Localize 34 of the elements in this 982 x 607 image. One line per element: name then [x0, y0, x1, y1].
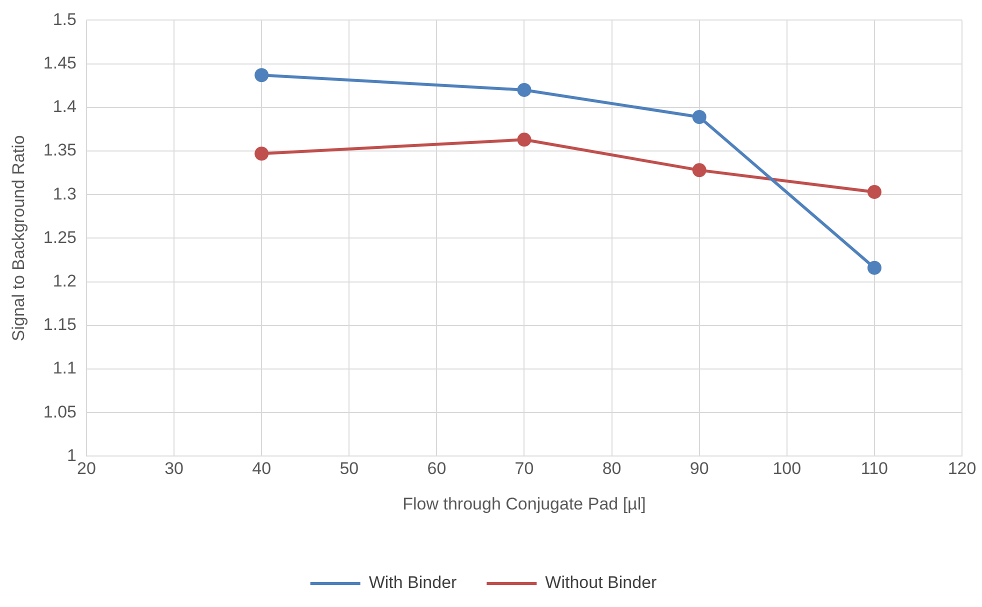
x-tick-label: 20 — [77, 459, 96, 478]
x-tick-label: 80 — [602, 459, 622, 478]
y-tick-label: 1.15 — [43, 315, 76, 334]
y-tick-label: 1.4 — [52, 97, 76, 116]
x-tick-label: 110 — [860, 459, 888, 478]
x-tick-label: 120 — [948, 459, 976, 478]
y-tick-label: 1.45 — [43, 53, 76, 72]
x-tick-label: 60 — [427, 459, 446, 478]
y-axis-title: Signal to Background Ratio — [8, 135, 28, 342]
point — [517, 82, 532, 97]
y-tick-label: 1.1 — [52, 358, 76, 378]
x-axis-title: Flow through Conjugate Pad [µl] — [402, 494, 646, 514]
y-tick-label: 1.05 — [43, 402, 76, 422]
point — [867, 184, 882, 199]
point — [867, 260, 882, 275]
y-tick-label: 1 — [67, 446, 76, 465]
y-tick-label: 1.25 — [43, 228, 76, 247]
y-tick-label: 1.5 — [52, 10, 76, 29]
point — [254, 68, 269, 82]
point — [254, 146, 269, 161]
y-tick-label: 1.3 — [52, 184, 76, 204]
point — [692, 110, 706, 124]
y-tick-label: 1.2 — [52, 271, 76, 290]
x-tick-label: 40 — [252, 459, 272, 478]
x-tick-label: 100 — [772, 459, 802, 478]
x-tick-label: 30 — [164, 459, 184, 478]
point — [692, 163, 706, 178]
x-tick-label: 90 — [690, 459, 709, 478]
x-tick-label: 70 — [514, 459, 534, 478]
y-tick-label: 1.35 — [43, 140, 76, 160]
legend-label: With Binder — [368, 573, 458, 592]
x-tick-label: 50 — [340, 459, 359, 478]
point — [517, 132, 532, 147]
legend-label: Without Binder — [545, 573, 658, 592]
